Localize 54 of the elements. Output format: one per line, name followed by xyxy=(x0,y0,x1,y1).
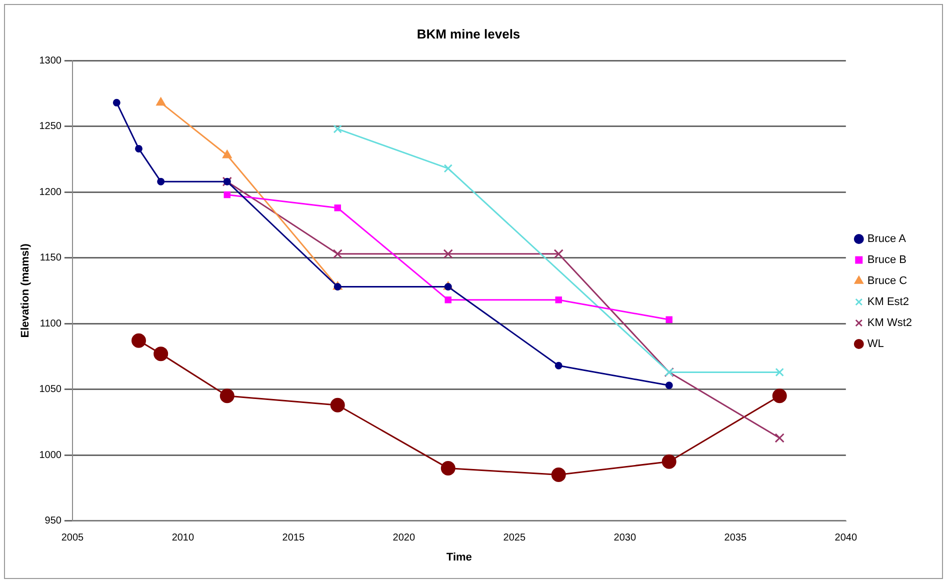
x-tick-label: 2030 xyxy=(614,532,636,544)
y-tick-label: 1300 xyxy=(39,55,62,66)
legend-label: KM Est2 xyxy=(867,296,909,308)
x-tick-label: 2005 xyxy=(61,532,84,544)
y-tick-label: 950 xyxy=(44,516,62,527)
x-tick-label: 2010 xyxy=(172,532,194,544)
point xyxy=(444,164,452,173)
point xyxy=(440,460,456,476)
point xyxy=(112,98,120,106)
point xyxy=(444,283,452,291)
legend-label: WL xyxy=(867,338,884,350)
x-tick-label: 2040 xyxy=(834,532,858,544)
y-tick-label: 1100 xyxy=(40,318,62,330)
point xyxy=(222,150,232,158)
legend-label: Bruce A xyxy=(867,233,907,246)
point xyxy=(156,98,166,106)
x-tick-label: 2015 xyxy=(282,532,305,544)
point xyxy=(330,398,345,412)
point xyxy=(555,296,562,304)
point xyxy=(666,316,672,323)
point xyxy=(220,388,234,404)
y-tick-label: 1200 xyxy=(39,186,62,198)
legend-label: Bruce B xyxy=(867,254,907,266)
point xyxy=(334,283,342,291)
legend-label: KM Wst2 xyxy=(867,317,912,330)
point xyxy=(554,249,564,259)
x-tick-label: 2020 xyxy=(392,532,416,544)
x-tick-label: 2025 xyxy=(503,532,526,544)
point xyxy=(224,191,230,198)
x-tick-label: 2035 xyxy=(724,532,747,544)
y-tick-label: 1150 xyxy=(40,252,62,264)
point xyxy=(332,249,342,259)
legend-label: Bruce C xyxy=(867,275,908,288)
point xyxy=(554,362,562,370)
point xyxy=(662,454,676,469)
y-tick-label: 1000 xyxy=(39,450,62,461)
x-axis-title: Time xyxy=(446,551,472,564)
point xyxy=(154,346,168,362)
point xyxy=(131,333,146,348)
point xyxy=(774,433,784,443)
point xyxy=(443,249,453,259)
chart-title: BKM mine levels xyxy=(416,26,520,42)
point xyxy=(665,382,673,390)
point xyxy=(551,468,566,482)
y-tick-label: 1250 xyxy=(39,121,62,132)
point xyxy=(334,204,341,212)
point xyxy=(775,368,784,377)
point xyxy=(157,178,165,186)
y-axis-title: Elevation (mamsl) xyxy=(20,243,32,338)
point xyxy=(772,388,787,404)
y-tick-label: 1050 xyxy=(39,384,62,396)
point xyxy=(134,144,142,152)
point xyxy=(333,124,342,134)
point xyxy=(444,296,452,304)
